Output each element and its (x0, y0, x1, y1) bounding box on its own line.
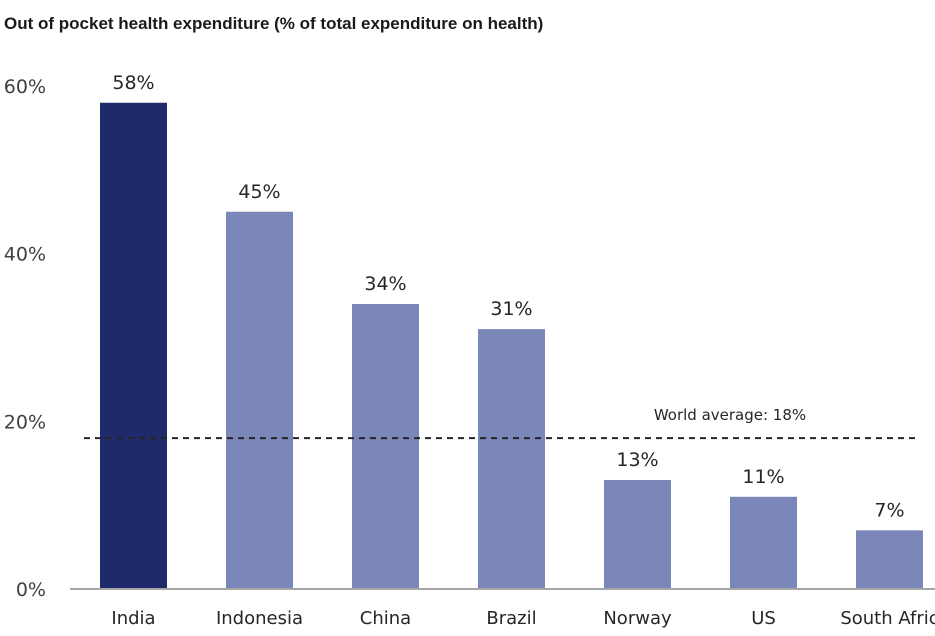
y-tick-label: 20% (4, 411, 46, 433)
bar-value-label: 58% (112, 72, 154, 94)
bar-value-label: 7% (874, 499, 904, 521)
bar-value-label: 34% (364, 273, 406, 295)
y-tick-label: 60% (4, 76, 46, 98)
world-average-label: World average: 18% (654, 406, 806, 424)
bar-value-label: 31% (490, 298, 532, 320)
bar (226, 211, 293, 589)
bar (100, 102, 167, 590)
category-label: Brazil (486, 608, 536, 629)
y-tick-label: 0% (16, 579, 46, 601)
category-label: Norway (603, 608, 672, 629)
x-axis-labels: India Indonesia China Brazil Norway US South A… (111, 608, 935, 629)
category-label: Indonesia (216, 608, 303, 629)
bar (856, 530, 923, 589)
y-tick-label: 40% (4, 244, 46, 266)
bar-value-label: 13% (616, 449, 658, 471)
category-label: South Afric (840, 608, 935, 629)
bar-data-labels: 58% 45% 34% 31% 13% 11% 7% (112, 72, 904, 522)
bar (352, 303, 419, 589)
category-label: China (360, 608, 411, 629)
bar (478, 329, 545, 589)
category-label: India (111, 608, 155, 629)
chart-title: Out of pocket health expenditure (% of t… (4, 14, 544, 33)
y-axis-ticks: 0% 20% 40% 60% (4, 76, 46, 601)
bar (604, 480, 671, 589)
bar (730, 496, 797, 589)
bar-value-label: 11% (742, 466, 784, 488)
category-label: US (751, 608, 776, 629)
bar-value-label: 45% (238, 181, 280, 203)
bars (100, 102, 923, 590)
